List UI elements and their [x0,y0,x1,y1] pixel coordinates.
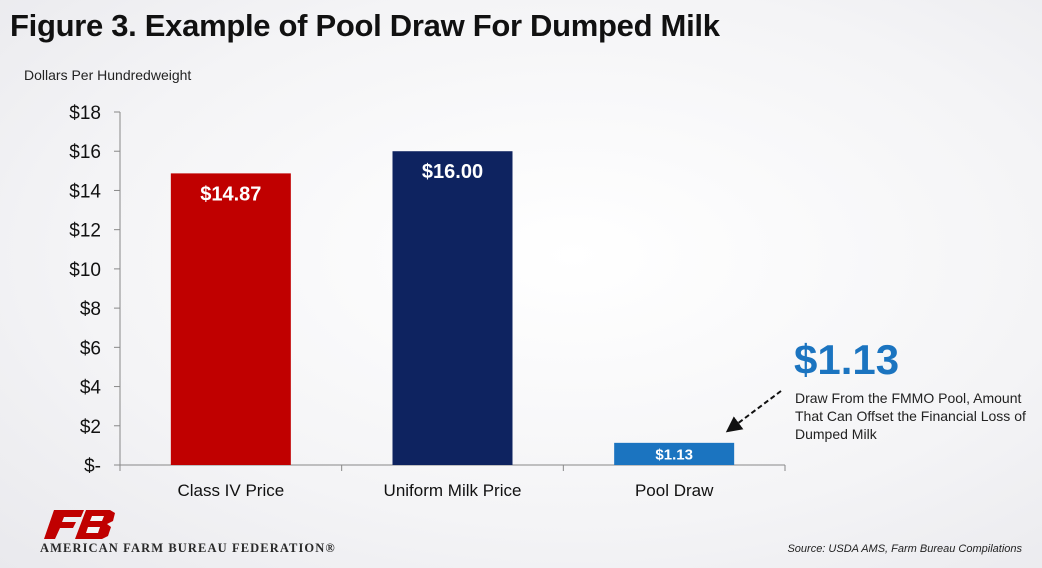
callout-arrow [725,390,782,433]
y-tick-label: $10 [69,260,101,281]
y-tick-label: $18 [69,103,101,124]
organization-name: AMERICAN FARM BUREAU FEDERATION® [40,541,336,555]
chart-title: Figure 3. Example of Pool Draw For Dumpe… [10,8,720,43]
bar-data-label: $16.00 [422,161,483,183]
y-tick-label: $- [84,456,101,477]
y-tick-label: $2 [80,417,101,438]
bar [614,442,735,465]
y-tick-label: $14 [69,181,101,202]
callout-value: $1.13 [794,336,900,383]
category-label: Uniform Milk Price [384,481,522,500]
y-tick-label: $6 [80,338,101,359]
x-axis [119,464,786,471]
y-axis: $- $2 $4 $6 $8 $10 $12 $14 $16 $18 [69,103,121,477]
y-tick-label: $12 [69,221,101,242]
source-note: Source: USDA AMS, Farm Bureau Compilatio… [787,543,1022,555]
bar [170,173,291,465]
callout-arrow-line [725,390,782,433]
category-label: Pool Draw [635,481,714,500]
bar-data-label: $1.13 [655,446,693,463]
y-tick-label: $8 [80,299,101,320]
category-label: Class IV Price [177,481,284,500]
y-axis-label: Dollars Per Hundredweight [24,67,191,83]
fb-logo-icon [44,510,115,539]
bars: $14.87 Class IV Price $16.00 Uniform Milk P… [170,151,735,500]
y-tick-label: $16 [69,142,101,163]
bar [392,151,513,465]
y-tick-label: $4 [80,378,102,399]
bar-data-label: $14.87 [200,183,261,205]
callout-description: Draw From the FMMO Pool, Amount That Can… [795,390,1026,442]
